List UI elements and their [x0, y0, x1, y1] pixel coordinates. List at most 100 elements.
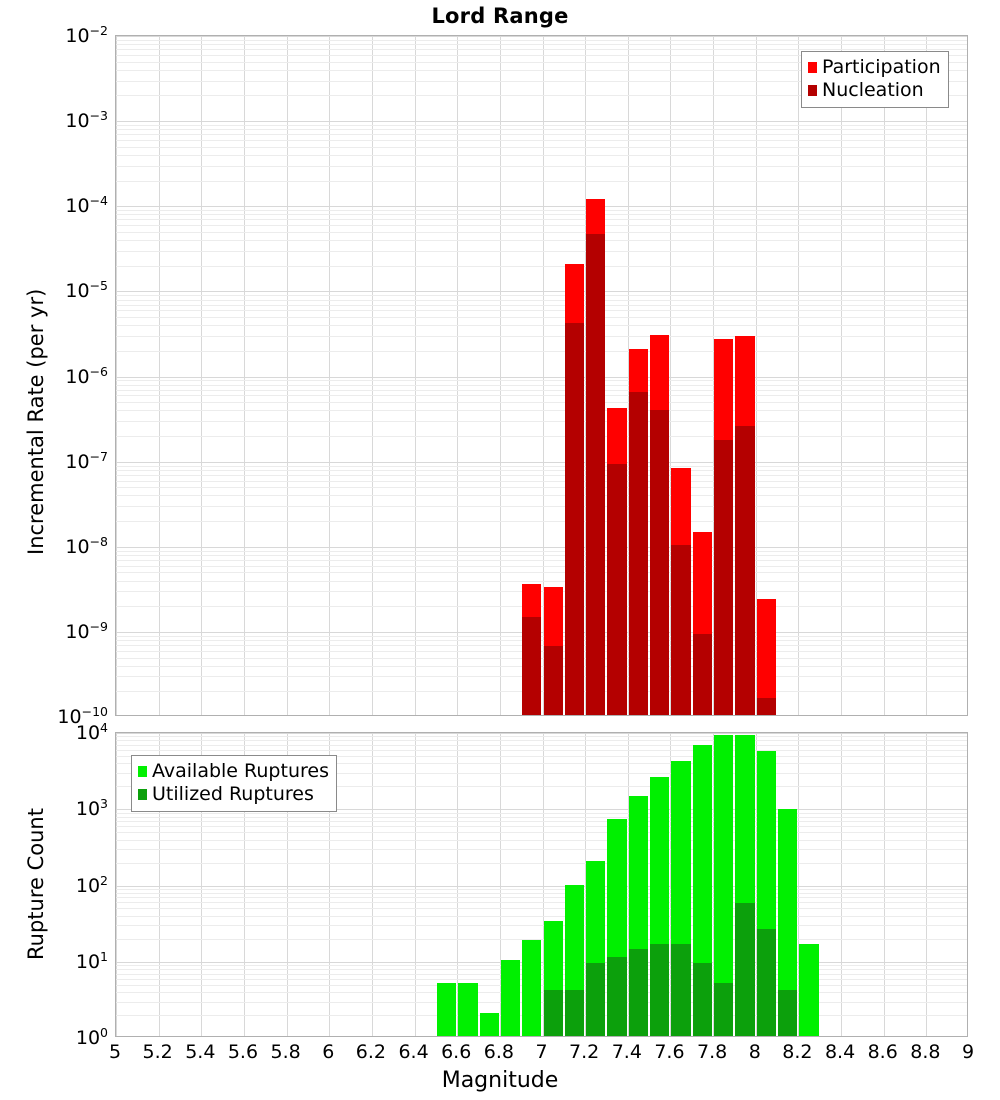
bottom-chart-y-axis-label: Rupture Count [24, 808, 48, 960]
x-tick-label: 9 [961, 1041, 975, 1063]
gridline-horizontal-major [116, 206, 967, 208]
bar-segment-available [436, 982, 457, 1036]
bar-group [586, 36, 606, 715]
bar-group [628, 36, 649, 715]
bar-group [522, 36, 542, 715]
gridline-horizontal-minor [116, 95, 967, 97]
x-tick-label: 8.6 [867, 1041, 898, 1063]
gridline-vertical [158, 733, 160, 1036]
bottom-chart-plot-area [116, 733, 967, 1036]
gridline-vertical [713, 733, 715, 1036]
gridline-horizontal-minor [116, 938, 967, 940]
gridline-horizontal-minor [116, 134, 967, 136]
bar-segment-available [479, 1013, 499, 1036]
gridline-horizontal-minor [116, 665, 967, 667]
bar-segment-nucleation [714, 440, 734, 715]
bar-segment-utilized [564, 990, 585, 1036]
gridline-horizontal-minor [116, 925, 967, 927]
gridline-horizontal-minor [116, 816, 967, 818]
bar-group [500, 733, 521, 1036]
gridline-horizontal-minor [116, 839, 967, 841]
top-chart-axes [115, 35, 968, 716]
gridline-horizontal-minor [116, 892, 967, 894]
bar-group [543, 36, 563, 715]
gridline-horizontal-minor [116, 786, 967, 788]
bar-segment-utilized [756, 929, 777, 1036]
gridline-horizontal-major [116, 733, 967, 734]
gridline-horizontal-minor [116, 210, 967, 212]
bar-group [479, 733, 499, 1036]
legend-entry: Participation [808, 56, 941, 79]
gridline-horizontal-minor [116, 410, 967, 412]
bar-segment-available [500, 959, 521, 1036]
legend-swatch-icon [808, 85, 817, 96]
gridline-vertical [286, 733, 288, 1036]
gridline-horizontal-minor [116, 973, 967, 975]
bar-group [692, 36, 713, 715]
gridline-vertical [670, 36, 672, 715]
gridline-vertical [926, 733, 928, 1036]
bar-group [586, 733, 606, 1036]
gridline-vertical [201, 733, 203, 1036]
gridline-horizontal-minor [116, 1001, 967, 1003]
gridline-vertical [243, 733, 245, 1036]
gridline-horizontal-minor [116, 402, 967, 404]
bar-segment-available [778, 808, 798, 1036]
gridline-horizontal-minor [116, 826, 967, 828]
gridline-horizontal-minor [116, 763, 967, 765]
gridline-horizontal-minor [116, 140, 967, 141]
gridline-vertical [286, 36, 288, 715]
y-tick-label: 10−4 [65, 193, 108, 218]
bar-segment-utilized [650, 944, 670, 1036]
gridline-horizontal-minor [116, 849, 967, 851]
x-tick-label: 5.2 [142, 1041, 173, 1063]
gridline-horizontal-minor [116, 772, 967, 774]
legend-label: Nucleation [822, 79, 924, 101]
gridline-horizontal-minor [116, 902, 967, 904]
gridline-horizontal-minor [116, 310, 967, 312]
bar-segment-available [522, 940, 542, 1036]
x-tick-label: 7.2 [569, 1041, 600, 1063]
gridline-vertical [670, 733, 672, 1036]
figure-title: Lord Range [431, 4, 569, 28]
gridline-horizontal-major [116, 546, 967, 548]
gridline-horizontal-minor [116, 650, 967, 652]
gridline-vertical [116, 733, 117, 1036]
bar-group [564, 36, 585, 715]
bar-group [714, 733, 734, 1036]
bar-segment-nucleation [650, 410, 670, 715]
gridline-horizontal-minor [116, 435, 967, 437]
gridline-vertical [542, 733, 544, 1036]
bar-segment-participation [756, 599, 777, 715]
bar-segment-utilized [671, 944, 691, 1036]
x-tick-label: 5.6 [227, 1041, 259, 1063]
y-tick-label: 10−10 [57, 703, 108, 729]
bar-segment-nucleation [628, 392, 649, 715]
gridline-horizontal-minor [116, 39, 967, 41]
bar-group [756, 36, 777, 715]
gridline-vertical [201, 36, 203, 715]
gridline-vertical [841, 733, 843, 1036]
legend-swatch-icon [808, 62, 817, 73]
bar-group [735, 733, 755, 1036]
gridline-horizontal-minor [116, 572, 967, 574]
gridline-vertical [116, 36, 117, 715]
gridline-horizontal-minor [116, 736, 967, 738]
gridline-horizontal-minor [116, 550, 967, 552]
x-tick-label: 6.4 [398, 1041, 429, 1063]
x-tick-label: 5.4 [185, 1041, 216, 1063]
gridline-horizontal-minor [116, 740, 967, 742]
bar-segment-nucleation [671, 544, 691, 715]
bar-segment-utilized [586, 963, 606, 1036]
x-tick-label: 5.8 [270, 1041, 301, 1063]
y-tick-label: 10−5 [65, 278, 108, 303]
top-chart-plot-area [116, 36, 967, 715]
gridline-horizontal-minor [116, 335, 967, 337]
gridline-horizontal-minor [116, 54, 967, 56]
gridline-vertical [499, 733, 501, 1036]
bar-segment-available [714, 734, 734, 1036]
gridline-horizontal-minor [116, 606, 967, 608]
y-tick-label: 10−9 [65, 618, 108, 644]
gridline-horizontal-minor [116, 744, 967, 746]
gridline-vertical [883, 36, 885, 715]
